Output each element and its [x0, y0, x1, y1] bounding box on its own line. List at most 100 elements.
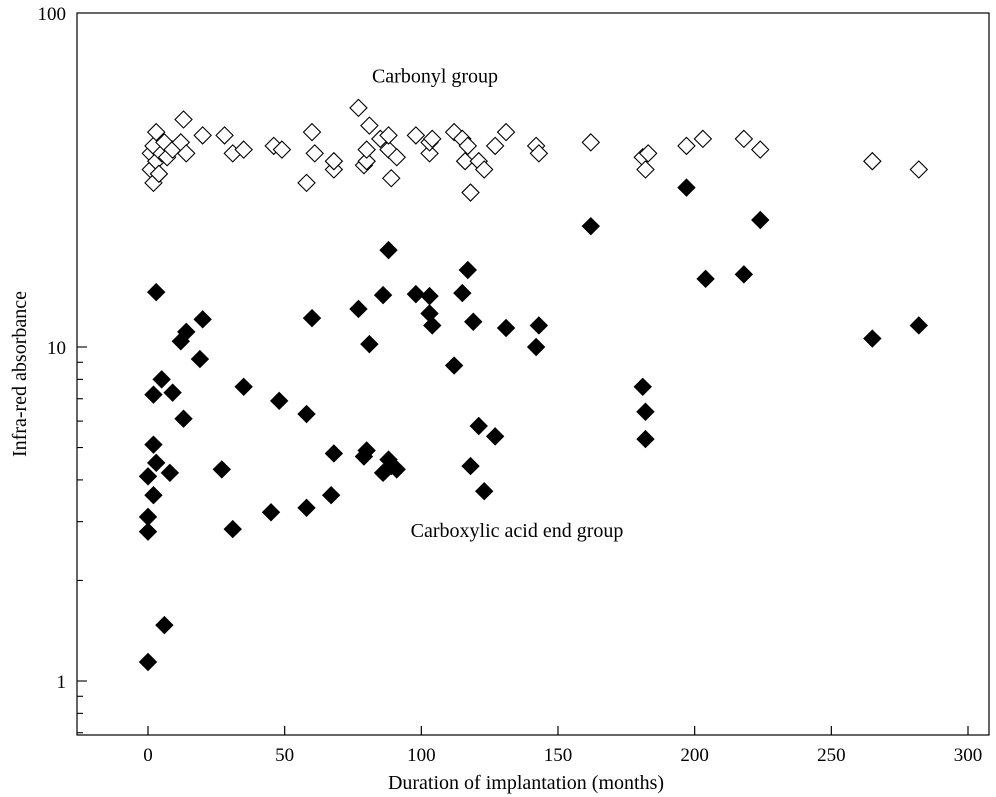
- carboxylic-point: [734, 265, 754, 284]
- carbonyl-point: [406, 126, 426, 145]
- carboxylic-point: [387, 460, 406, 479]
- x-tick-label: 300: [954, 745, 983, 766]
- carboxylic-point: [360, 334, 379, 354]
- carboxylic-point: [469, 416, 488, 436]
- plot-frame: [76, 12, 990, 736]
- carbonyl-series: [141, 98, 929, 202]
- x-axis-label: Duration of implantation (months): [388, 772, 664, 794]
- carbonyl-point: [750, 140, 770, 159]
- carboxylic-point: [144, 435, 163, 454]
- carboxylic-point: [163, 383, 182, 402]
- carbonyl-point: [496, 122, 516, 142]
- carboxylic-point: [144, 385, 163, 404]
- carboxylic-point: [138, 467, 158, 486]
- carboxylic-point: [357, 441, 376, 460]
- carbonyl-point: [272, 140, 292, 159]
- carboxylic-point: [423, 316, 442, 335]
- carbonyl-point: [379, 126, 398, 145]
- axis-ticks: [77, 346, 969, 735]
- carbonyl-point: [234, 140, 253, 159]
- y-tick-label: 10: [47, 338, 66, 359]
- carbonyl-point: [734, 129, 754, 149]
- carbonyl-point: [360, 116, 379, 135]
- carbonyl-point: [297, 173, 316, 193]
- carboxylic-point: [636, 402, 655, 421]
- x-tick-label: 200: [680, 745, 709, 766]
- x-tick-label: 150: [544, 745, 573, 766]
- carboxylic-point: [193, 310, 212, 329]
- carboxylic-point: [458, 260, 478, 280]
- carbonyl-point: [305, 144, 325, 163]
- carbonyl-point: [149, 164, 169, 184]
- carboxylic-point: [269, 391, 289, 411]
- carboxylic-point: [453, 283, 472, 303]
- carboxylic-series: [138, 178, 929, 672]
- carbonyl-point: [636, 160, 655, 179]
- carbonyl-point: [387, 147, 407, 167]
- carboxylic-point: [144, 485, 163, 505]
- carboxylic-point: [155, 615, 174, 635]
- y-tick-label: 1: [57, 672, 67, 693]
- carboxylic-point: [863, 329, 882, 348]
- carboxylic-point: [751, 210, 770, 230]
- carboxylic-point: [302, 308, 322, 328]
- carboxylic-point: [212, 460, 232, 479]
- carboxylic-point: [152, 370, 171, 389]
- carboxylic-point: [461, 456, 480, 476]
- carbonyl-point: [581, 133, 601, 152]
- carboxylic-point: [234, 377, 253, 397]
- carboxylic-point: [373, 285, 393, 305]
- carbonyl-point: [909, 160, 929, 179]
- carboxylic-point: [146, 453, 166, 473]
- carboxylic-point: [324, 444, 344, 463]
- carboxylic-point: [581, 216, 601, 236]
- carbonyl-point: [455, 151, 475, 171]
- carbonyl-point: [193, 126, 212, 145]
- x-tick-label: 0: [143, 745, 153, 766]
- carboxylic-point: [174, 409, 193, 428]
- carboxylic-point: [349, 299, 368, 319]
- carboxylic-point: [261, 503, 281, 522]
- carbonyl-point: [422, 129, 442, 149]
- carbonyl-point: [174, 110, 193, 129]
- carboxylic-point: [321, 485, 341, 505]
- carboxylic-point: [420, 286, 439, 306]
- carboxylic-point: [160, 463, 180, 483]
- carboxylic-point: [146, 282, 166, 302]
- x-tick-label: 100: [407, 745, 436, 766]
- carboxylic-point: [636, 429, 655, 449]
- carbonyl-point: [302, 122, 322, 142]
- carbonyl-point: [349, 98, 368, 118]
- carboxylic-point: [677, 178, 696, 197]
- carbonyl-point: [357, 151, 376, 171]
- carbonyl-point: [529, 144, 549, 163]
- carbonyl-point: [176, 144, 196, 163]
- carboxylic-point: [379, 240, 398, 260]
- carboxylic-point: [464, 312, 483, 331]
- carboxylic-point: [526, 337, 546, 357]
- carboxylic-point: [138, 652, 158, 672]
- carbonyl-point: [146, 122, 166, 142]
- carboxylic-point: [696, 269, 715, 289]
- carbonyl-point: [863, 151, 882, 171]
- carboxylic-point: [190, 349, 210, 369]
- carboxylic-point: [406, 284, 426, 304]
- carboxylic-point: [223, 519, 242, 539]
- axis-tick-labels: 0 50 100 150 200 250 300 1 10 100: [38, 4, 983, 766]
- carbonyl-point: [461, 183, 480, 202]
- carbonyl-point: [693, 129, 713, 149]
- chart-annotations: Carbonyl group Carboxylic acid end group: [372, 65, 623, 542]
- carboxylic-point: [138, 507, 158, 527]
- carboxylic-point: [633, 377, 652, 397]
- carbonyl-point: [474, 160, 494, 179]
- carbonyl-point: [458, 136, 478, 156]
- carboxylic-point: [529, 316, 549, 335]
- carbonyl-point: [381, 169, 401, 188]
- x-tick-label: 250: [817, 745, 846, 766]
- carbonyl-point: [215, 126, 234, 145]
- carboxylic-point: [909, 316, 929, 335]
- x-tick-label: 50: [275, 745, 294, 766]
- carboxylic-point: [474, 482, 494, 501]
- carbonyl-point: [638, 144, 658, 163]
